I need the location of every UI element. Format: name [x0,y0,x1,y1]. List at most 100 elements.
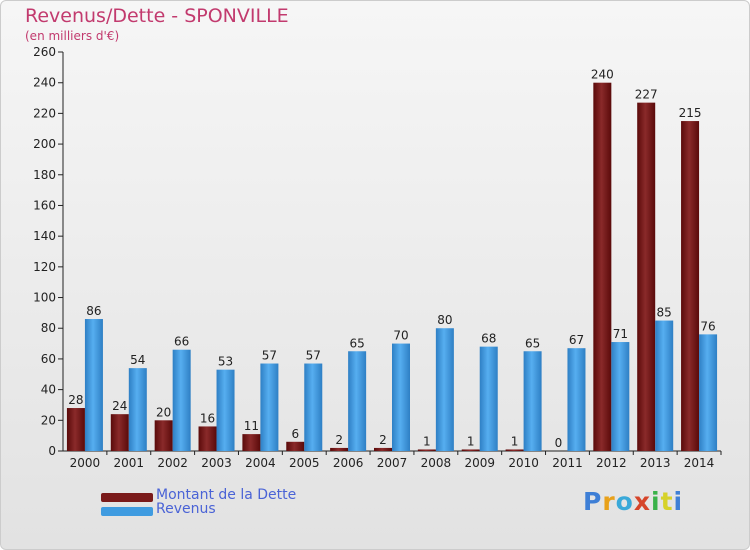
y-tick-label: 60 [41,352,56,366]
revenue-bar [699,334,718,451]
x-tick-label: 2012 [596,456,627,470]
legend-swatch-debt [101,493,153,502]
chart-title: Revenus/Dette - SPONVILLE [25,5,289,27]
brand-letter: x [633,487,651,516]
y-tick-label: 240 [33,76,56,90]
debt-bar [374,447,392,451]
x-tick-label: 2008 [421,456,452,470]
revenue-value-label: 76 [700,319,715,333]
x-axis: 2000 2001 2002 2003 2004 2005 2006 2007 2008 2009… [63,450,722,470]
revenue-bar [128,368,147,451]
revenue-value-label: 68 [481,332,496,346]
revenue-value-label: 53 [218,355,233,369]
revenue-bar [348,351,367,451]
x-tick-label: 2009 [464,456,495,470]
debt-value-label: 0 [555,436,563,450]
brand-letter: t [660,487,674,516]
revenue-bar [172,349,191,451]
y-axis: 0 20 40 60 80 100 120 140 160 180 200 220 240 260 [33,45,64,458]
revenue-bar [304,363,323,451]
x-tick-label: 2004 [245,456,276,470]
y-tick-label: 160 [33,198,56,212]
debt-value-label: 16 [200,411,215,425]
debt-bar [198,426,217,451]
x-tick-label: 2000 [70,456,101,470]
y-tick-label: 260 [33,45,56,59]
y-tick-label: 80 [41,321,56,335]
debt-value-label: 11 [244,419,259,433]
bars [66,82,718,452]
legend-label-debt: Montant de la Dette [156,487,297,503]
debt-value-label: 2 [335,433,343,447]
debt-value-label: 1 [467,434,475,448]
brand-logo: Proxiti [583,487,683,516]
revenue-value-label: 70 [393,329,408,343]
brand-letter: i [651,487,661,516]
revenue-bar [611,342,630,451]
debt-bar [242,434,261,451]
brand-letter: r [602,487,616,516]
revenue-value-label: 57 [262,349,277,363]
x-tick-label: 2005 [289,456,320,470]
revenue-value-label: 80 [437,313,452,327]
debt-bar [593,82,612,451]
revenue-value-label: 67 [569,333,584,347]
debt-bar [417,449,436,451]
legend-label-revenue: Revenus [156,501,216,517]
revenue-value-label: 86 [86,304,101,318]
chart-subtitle: (en milliers d'€) [25,29,120,43]
data-labels: 28 86 24 54 20 66 16 53 11 57 6 57 2 65 2 70 1 80 1 68 1 65 0 6… [68,68,715,450]
revenue-bar [260,363,279,451]
revenue-bar [567,348,586,451]
revenue-bar [523,351,542,451]
debt-value-label: 1 [511,434,519,448]
debt-value-label: 6 [291,427,299,441]
revenue-bar [479,346,498,451]
y-tick-label: 0 [48,444,56,458]
revenue-value-label: 57 [306,349,321,363]
debt-bar [154,420,173,451]
revenue-bar [84,319,103,451]
y-tick-label: 20 [41,413,56,427]
debt-value-label: 240 [591,68,614,82]
debt-value-label: 215 [679,106,702,120]
debt-bar [505,449,524,451]
debt-value-label: 227 [635,88,658,102]
x-tick-label: 2003 [201,456,232,470]
x-tick-label: 2014 [684,456,715,470]
y-tick-label: 140 [33,229,56,243]
legend-swatch-revenue [101,507,153,516]
brand-letter: i [673,487,684,516]
debt-value-label: 28 [68,393,83,407]
debt-bar [110,414,129,451]
revenue-bar [392,343,410,451]
debt-bar [461,449,480,451]
revenue-bar [655,320,674,451]
revenue-value-label: 65 [525,336,540,350]
debt-bar [66,408,85,451]
debt-bar [681,121,700,452]
revenue-bar [435,328,454,451]
debt-bar [286,441,305,451]
brand-letter: o [615,487,634,516]
debt-bar [637,102,656,452]
brand-letter: P [583,487,603,516]
y-tick-label: 120 [33,260,56,274]
revenue-value-label: 65 [349,336,364,350]
x-tick-label: 2002 [157,456,188,470]
y-tick-label: 220 [33,106,56,120]
revenue-value-label: 85 [657,306,672,320]
x-tick-label: 2011 [552,456,583,470]
debt-value-label: 24 [112,399,127,413]
y-tick-label: 100 [33,291,56,305]
y-tick-label: 40 [41,383,56,397]
x-tick-label: 2013 [640,456,671,470]
y-tick-label: 180 [33,168,56,182]
x-tick-label: 2001 [114,456,145,470]
y-tick-label: 200 [33,137,56,151]
x-tick-label: 2006 [333,456,364,470]
debt-value-label: 1 [423,434,431,448]
debt-bar [330,447,349,451]
